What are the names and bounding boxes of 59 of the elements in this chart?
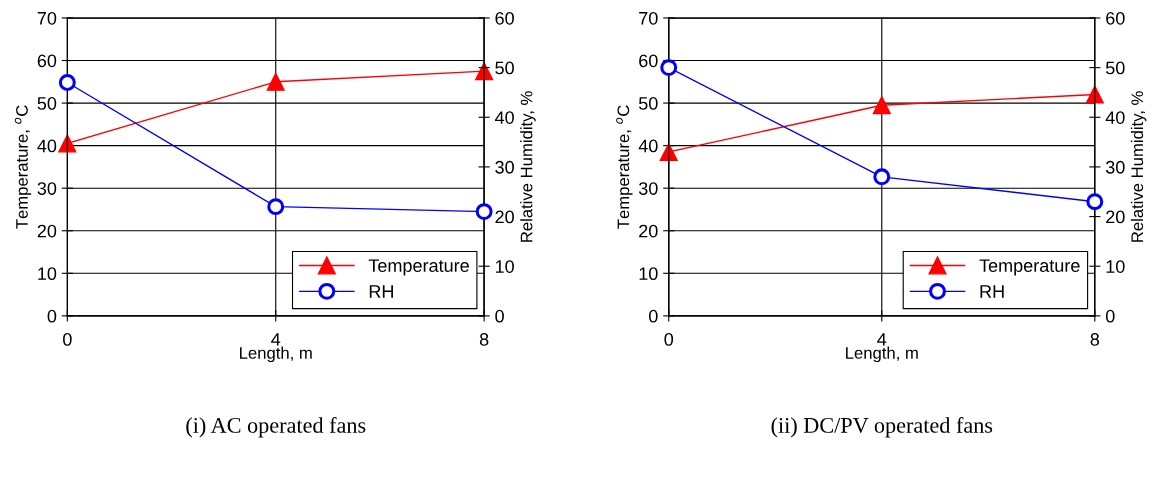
point (267, 198, 285, 216)
y2-tick-label: 60 (1106, 11, 1125, 25)
y-tick-label: 50 (37, 97, 57, 110)
y-axis-title: Temperature, $^{o}$C (616, 105, 633, 229)
y-tick-label: 30 (37, 182, 57, 195)
y2-tick-label: 40 (494, 111, 514, 124)
y2-tick-label: 20 (495, 210, 514, 224)
point (872, 96, 891, 115)
y2-tick-label: 30 (495, 160, 514, 174)
text: (ii) DC/PV operated fans (771, 417, 993, 438)
y-axis-title: Temperature, $^{o}$C (14, 105, 32, 229)
y2-axis-title: Relative Humidity, % (520, 91, 536, 242)
y2-tick-label: 40 (1105, 111, 1125, 124)
y-tick-label: 10 (38, 267, 57, 281)
y2-tick-label: 50 (495, 61, 514, 75)
y-tick-label: 40 (638, 139, 658, 153)
y-tick-label: 20 (639, 224, 658, 238)
point (1086, 193, 1104, 211)
y2-tick-label: 30 (1105, 160, 1125, 174)
legend-label: Temperature (979, 259, 1080, 276)
point (58, 74, 76, 91)
x-tick-label: 0 (664, 333, 674, 346)
legend-label: Temperature (368, 259, 469, 276)
point (1085, 85, 1104, 104)
x-axis-title: Length, m (240, 346, 312, 363)
x-tick-label: 0 (63, 333, 72, 346)
y2-tick-label: 10 (1106, 260, 1125, 273)
y2-tick-label: 60 (495, 11, 514, 25)
x-tick-label: 8 (1090, 333, 1100, 346)
y2-axis-title: Relative Humidity, % (1130, 91, 1147, 242)
y-tick-label: 30 (638, 182, 658, 195)
y2-tick-label: 20 (1106, 210, 1125, 224)
point (659, 142, 678, 162)
y-tick-label: 50 (638, 97, 658, 110)
point (266, 72, 285, 91)
y-tick-label: 0 (47, 309, 57, 323)
point (475, 203, 493, 221)
x-tick-label: 8 (479, 333, 489, 346)
x-tick-label: 4 (271, 333, 281, 346)
y2-tick-label: 10 (495, 260, 514, 273)
point (58, 134, 77, 153)
y-tick-label: 70 (37, 11, 57, 25)
y-tick-label: 60 (639, 54, 658, 68)
y-tick-label: 20 (37, 224, 57, 238)
point (660, 59, 678, 77)
y-tick-label: 70 (639, 11, 658, 25)
y2-tick-label: 50 (1105, 61, 1125, 75)
y-tick-label: 0 (648, 309, 658, 323)
x-axis-title: Length, m (846, 346, 918, 363)
y2-tick-label: 0 (495, 309, 504, 323)
y-tick-label: 10 (639, 267, 658, 281)
y-tick-label: 40 (37, 139, 57, 153)
legend-label: RH (980, 285, 1004, 298)
y2-tick-label: 0 (1105, 309, 1115, 323)
x-tick-label: 4 (877, 333, 887, 346)
legend-label: RH (369, 285, 393, 298)
text: (i) AC operated fans (186, 417, 366, 438)
point (873, 168, 891, 186)
y-tick-label: 60 (37, 54, 57, 68)
